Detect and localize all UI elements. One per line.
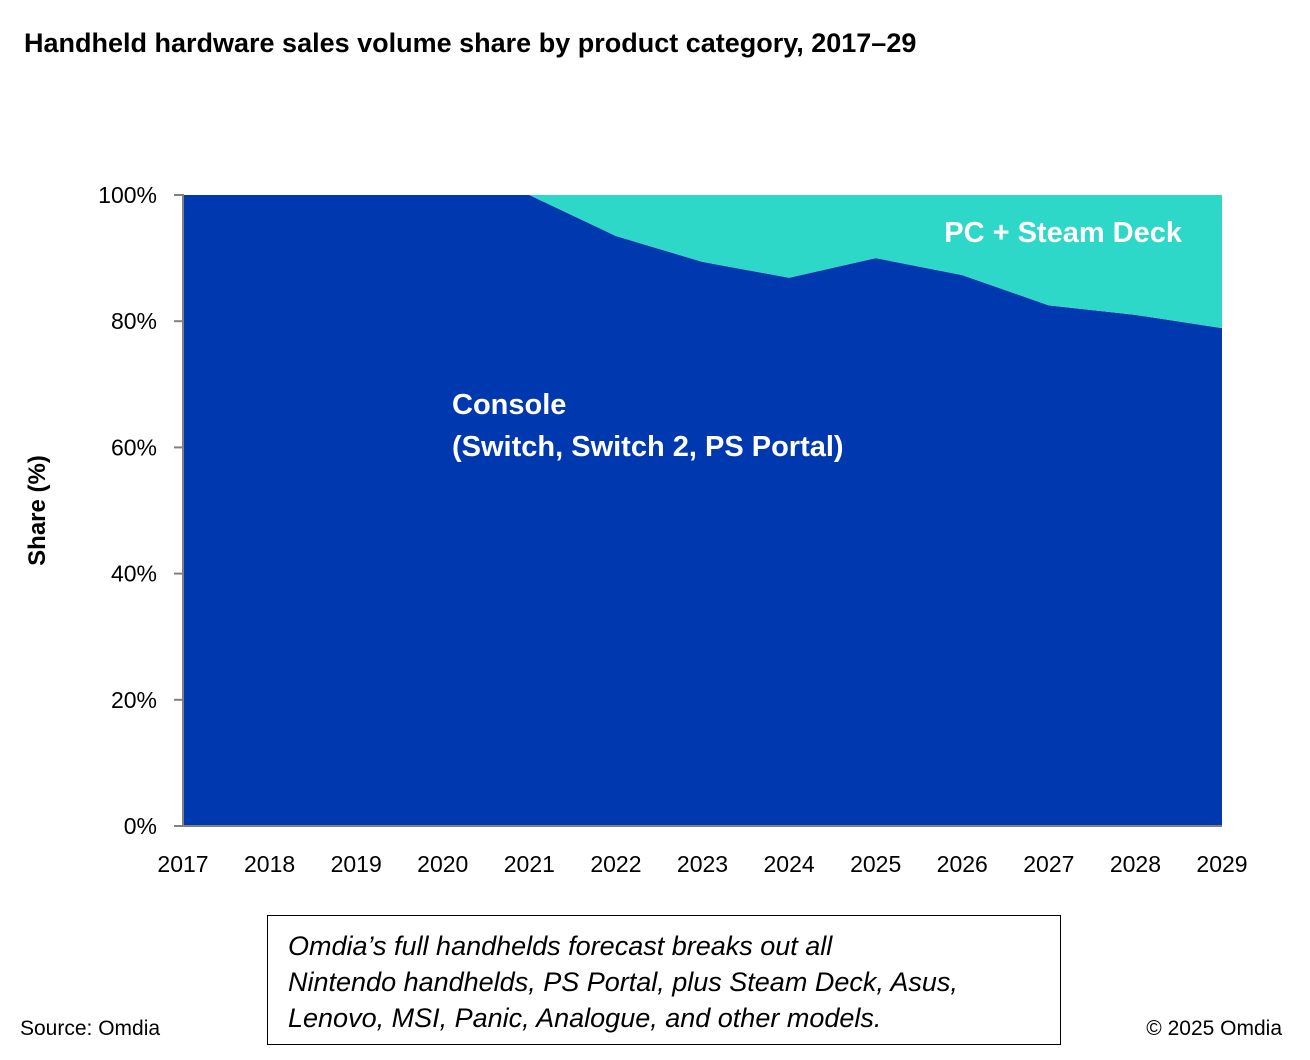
y-tick-label: 80%: [111, 308, 157, 334]
y-tick-label: 60%: [111, 434, 157, 460]
area-chart: 0% 20% 40% 60% 80% 100% 2017 2018 2019 2020 2021 20…: [0, 0, 1310, 900]
y-tick-label: 40%: [111, 561, 157, 587]
y-tick-label: 100%: [98, 182, 157, 208]
x-tick-label: 2019: [331, 851, 382, 877]
x-tick-label: 2029: [1196, 851, 1247, 877]
x-tick-label: 2021: [504, 851, 555, 877]
note-line: Nintendo handhelds, PS Portal, plus Stea…: [288, 964, 1040, 1000]
source-label: Source: Omdia: [20, 1017, 160, 1041]
chart-areas: [183, 195, 1222, 826]
x-tick-label: 2017: [157, 851, 208, 877]
x-tick-label: 2025: [850, 851, 901, 877]
series-label-pc-steam-deck: PC + Steam Deck: [944, 217, 1183, 249]
note-line: Omdia’s full handhelds forecast breaks o…: [288, 928, 1040, 964]
note-line: Lenovo, MSI, Panic, Analogue, and other …: [288, 1000, 1040, 1036]
y-tick-label: 20%: [111, 687, 157, 713]
forecast-note: Omdia’s full handhelds forecast breaks o…: [267, 915, 1061, 1045]
x-tick-label: 2026: [937, 851, 988, 877]
x-tick-label: 2027: [1023, 851, 1074, 877]
series-label-console: (Switch, Switch 2, PS Portal): [452, 431, 844, 463]
series-label-console: Console: [452, 389, 566, 421]
x-tick-label: 2028: [1110, 851, 1161, 877]
copyright-label: © 2025 Omdia: [1146, 1017, 1282, 1041]
x-tick-label: 2018: [244, 851, 295, 877]
x-tick-label: 2024: [763, 851, 814, 877]
y-axis-title: Share (%): [24, 455, 51, 566]
x-tick-label: 2022: [590, 851, 641, 877]
x-tick-label: 2023: [677, 851, 728, 877]
x-tick-label: 2020: [417, 851, 468, 877]
y-tick-label: 0%: [124, 813, 157, 839]
